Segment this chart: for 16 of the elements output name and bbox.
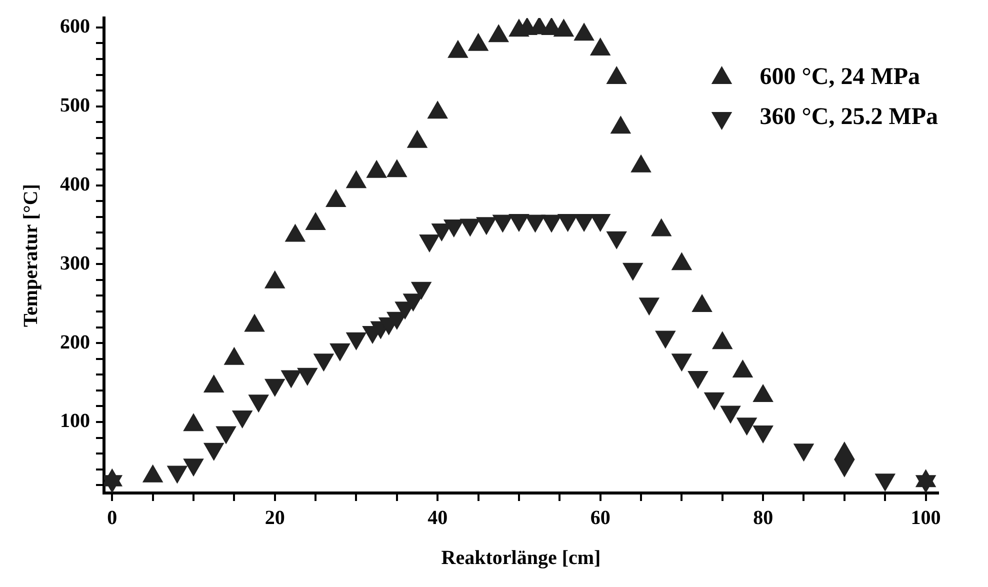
y-tick-label: 100 (60, 410, 90, 432)
y-tick-label: 400 (60, 173, 90, 196)
x-tick-label: 0 (107, 507, 118, 530)
x-tick-label: 60 (590, 507, 610, 530)
legend-label: 600 °C, 24 MPa (760, 64, 920, 90)
x-tick-label: 40 (428, 507, 448, 530)
x-tick-label: 80 (753, 507, 774, 530)
x-axis-title: Reaktorlänge [cm] (441, 547, 601, 570)
y-tick-label: 200 (60, 331, 90, 354)
y-tick-label: 300 (60, 252, 90, 274)
y-axis-title: Temperatur [°C] (20, 184, 42, 327)
x-tick-label: 20 (264, 507, 285, 530)
y-tick-label: 500 (60, 94, 90, 117)
legend-label: 360 °C, 25.2 MPa (760, 104, 938, 130)
x-tick-label: 100 (910, 507, 941, 530)
y-tick-label: 600 (60, 16, 90, 38)
